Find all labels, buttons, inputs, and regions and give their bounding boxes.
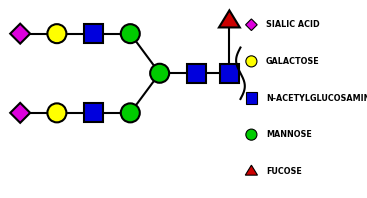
Text: N-ACETYLGLUCOSAMINE: N-ACETYLGLUCOSAMINE <box>266 93 367 103</box>
FancyBboxPatch shape <box>246 92 257 104</box>
Polygon shape <box>219 10 240 28</box>
Text: FUCOSE: FUCOSE <box>266 167 302 176</box>
Polygon shape <box>245 165 258 175</box>
Ellipse shape <box>121 24 140 43</box>
Polygon shape <box>10 24 30 44</box>
Ellipse shape <box>150 64 169 83</box>
Ellipse shape <box>121 103 140 122</box>
Ellipse shape <box>47 24 66 43</box>
Ellipse shape <box>246 129 257 140</box>
Polygon shape <box>246 19 257 30</box>
FancyBboxPatch shape <box>220 64 239 83</box>
Ellipse shape <box>47 103 66 122</box>
FancyBboxPatch shape <box>84 24 103 43</box>
FancyBboxPatch shape <box>84 103 103 122</box>
Ellipse shape <box>246 56 257 67</box>
Text: SIALIC ACID: SIALIC ACID <box>266 20 320 29</box>
Text: MANNOSE: MANNOSE <box>266 130 312 139</box>
Text: GALACTOSE: GALACTOSE <box>266 57 320 66</box>
FancyBboxPatch shape <box>187 64 206 83</box>
Polygon shape <box>10 103 30 123</box>
